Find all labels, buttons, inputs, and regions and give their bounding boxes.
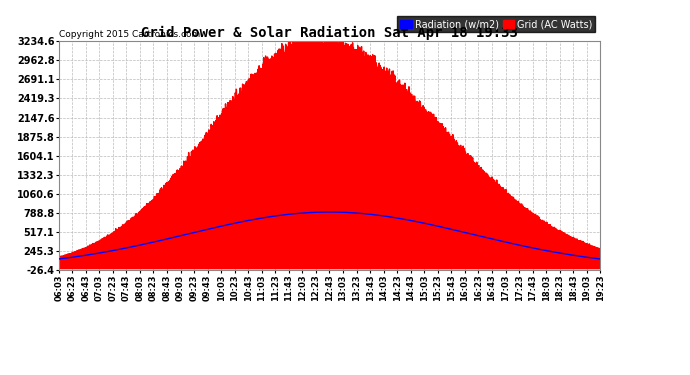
Title: Grid Power & Solar Radiation Sat Apr 18 19:33: Grid Power & Solar Radiation Sat Apr 18 …: [141, 26, 518, 40]
Text: Copyright 2015 Cartronics.com: Copyright 2015 Cartronics.com: [59, 30, 200, 39]
Legend: Radiation (w/m2), Grid (AC Watts): Radiation (w/m2), Grid (AC Watts): [397, 16, 595, 32]
